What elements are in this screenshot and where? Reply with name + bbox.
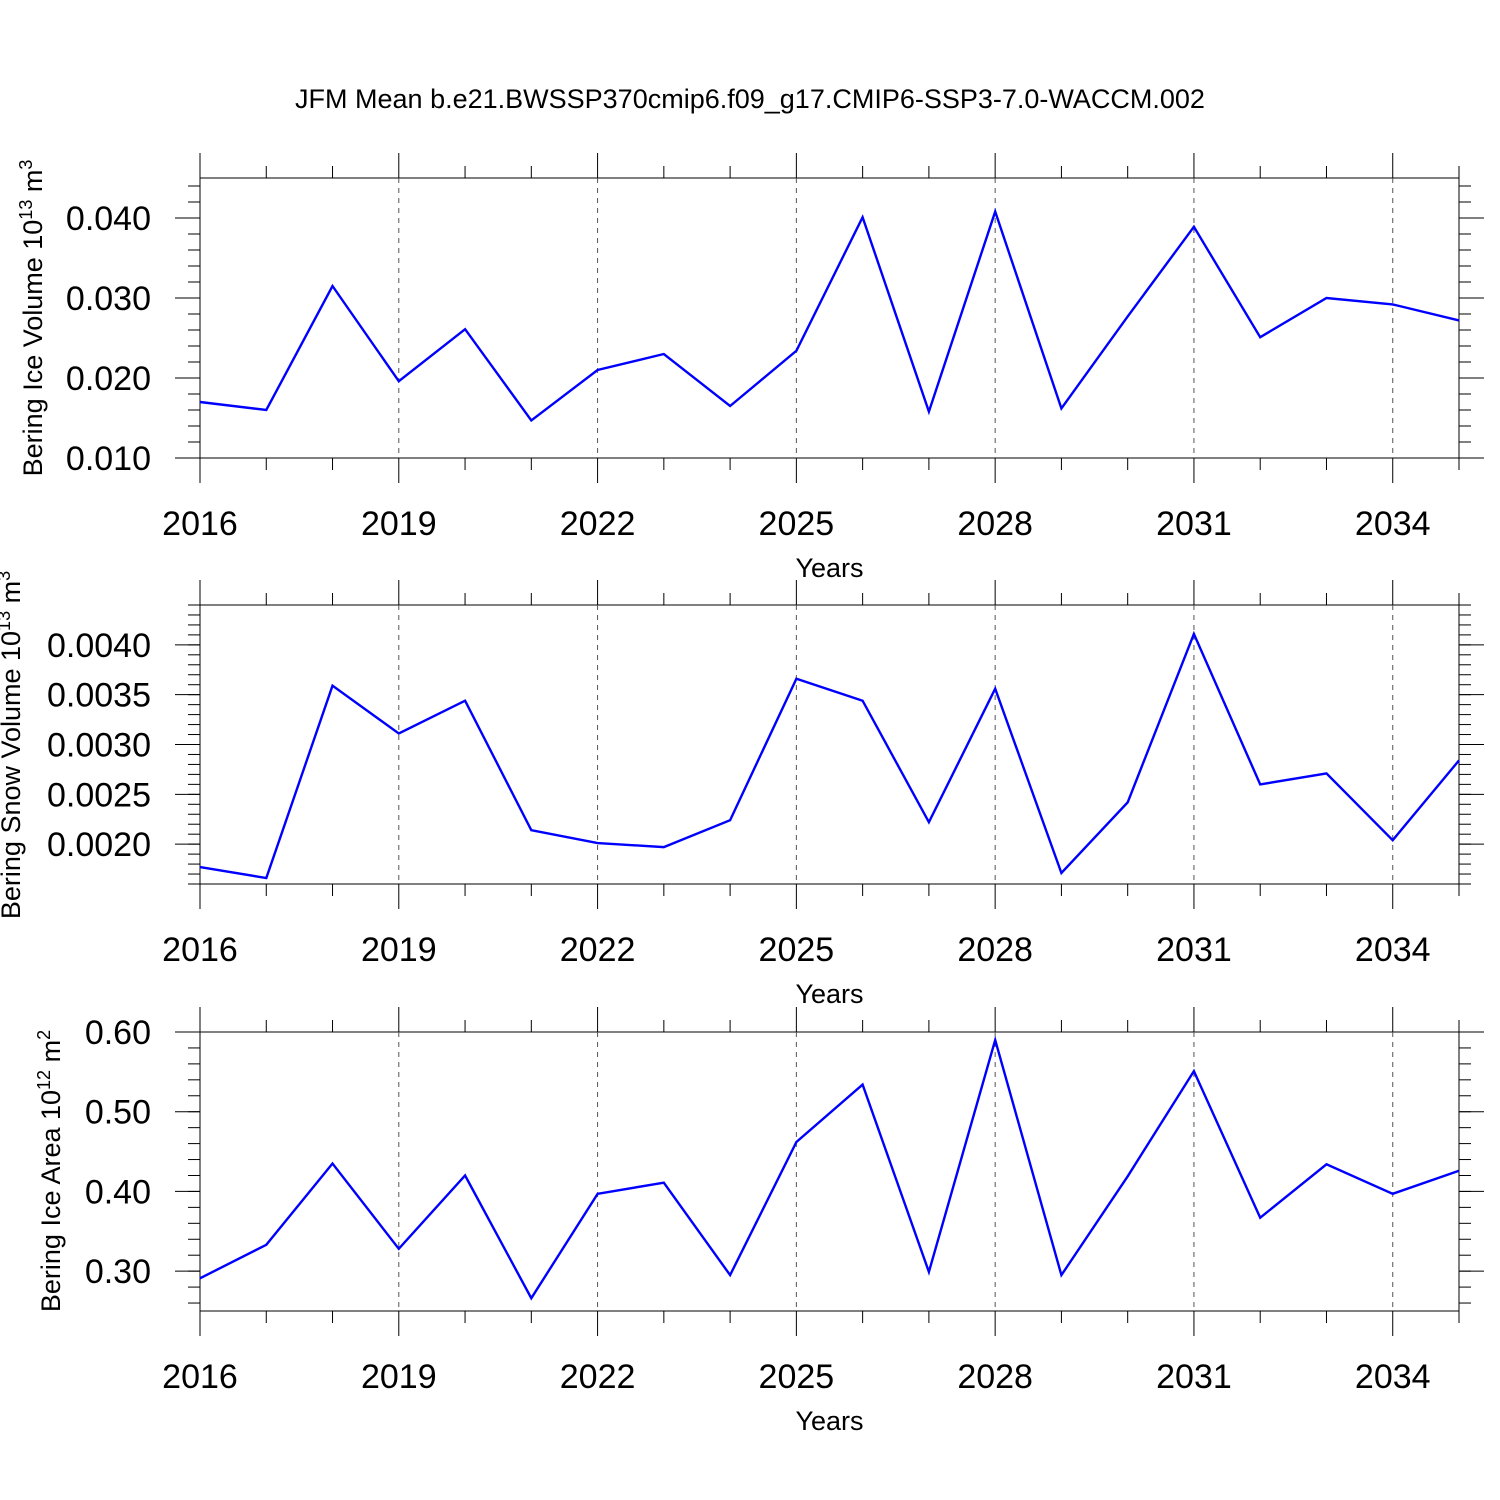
y-tick-label: 0.0025 [47,776,151,814]
x-axis-label: Years [795,553,863,583]
x-tick-label: 2028 [957,505,1033,543]
y-axis-label: Bering Snow Volume 1013 m3 [0,571,26,919]
x-tick-label: 2022 [560,505,636,543]
x-axis-label: Years [795,979,863,1009]
y-tick-label: 0.010 [66,440,151,478]
y-tick-label: 0.0020 [47,826,151,864]
x-tick-label: 2028 [957,931,1033,969]
x-tick-label: 2034 [1355,931,1431,969]
x-tick-label: 2016 [162,505,238,543]
y-tick-label: 0.0040 [47,627,151,665]
y-tick-label: 0.030 [66,280,151,318]
x-tick-label: 2034 [1355,1358,1431,1396]
chart-title: JFM Mean b.e21.BWSSP370cmip6.f09_g17.CMI… [295,84,1205,114]
x-tick-label: 2019 [361,931,437,969]
x-tick-label: 2034 [1355,505,1431,543]
y-axis-label: Bering Ice Area 1012 m2 [34,1030,66,1312]
x-tick-label: 2022 [560,1358,636,1396]
chart-panel-2: 2016 2019 2022 2025 2028 2031 2034 0.0020 0.0025… [0,571,1484,1009]
series-line [199,1035,1460,1301]
y-tick-label: 0.040 [66,200,151,238]
y-tick-label: 0.0035 [47,677,151,715]
plot-frame [199,1031,1460,1312]
x-tick-label: 2028 [957,1358,1033,1396]
y-tick-label: 0.020 [66,360,151,398]
x-tick-label: 2031 [1156,1358,1232,1396]
x-tick-label: 2025 [759,1358,835,1396]
x-tick-label: 2019 [361,505,437,543]
series-line [199,207,1460,423]
x-tick-label: 2016 [162,931,238,969]
y-tick-label: 0.30 [85,1253,151,1291]
y-tick-label: 0.60 [85,1014,151,1052]
chart-panel-1: 2016 2019 2022 2025 2028 2031 2034 0.010 0.020 0.… [16,153,1484,583]
chart-panel-3: 2016 2019 2022 2025 2028 2031 2034 0.30 0.40 0.50… [34,1007,1484,1436]
series-line [199,630,1460,880]
y-tick-label: 0.50 [85,1094,151,1132]
x-tick-label: 2022 [560,931,636,969]
x-tick-label: 2025 [759,931,835,969]
x-tick-label: 2019 [361,1358,437,1396]
plot-frame [199,604,1460,885]
x-tick-label: 2031 [1156,931,1232,969]
x-axis-label: Years [795,1406,863,1436]
x-tick-label: 2016 [162,1358,238,1396]
x-tick-label: 2031 [1156,505,1232,543]
y-tick-label: 0.0030 [47,727,151,765]
plot-frame [199,177,1460,459]
x-tick-label: 2025 [759,505,835,543]
y-tick-label: 0.40 [85,1173,151,1211]
y-axis-label: Bering Ice Volume 1013 m3 [16,160,48,477]
